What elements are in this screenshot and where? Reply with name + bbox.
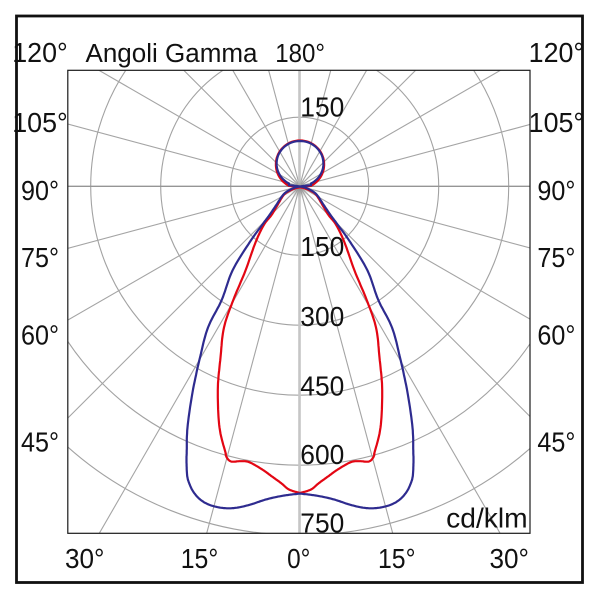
svg-text:30°: 30° <box>490 543 530 574</box>
svg-text:cd/klm: cd/klm <box>446 503 528 534</box>
svg-text:75°: 75° <box>21 242 59 273</box>
svg-text:60°: 60° <box>537 319 575 350</box>
svg-text:450: 450 <box>300 370 344 401</box>
svg-text:90°: 90° <box>21 175 59 206</box>
svg-text:120°: 120° <box>529 37 585 68</box>
svg-text:105°: 105° <box>12 107 68 138</box>
svg-text:15°: 15° <box>181 543 219 574</box>
svg-text:60°: 60° <box>21 319 59 350</box>
svg-text:0°: 0° <box>287 543 310 574</box>
svg-text:Angoli Gamma: Angoli Gamma <box>86 40 259 68</box>
svg-text:15°: 15° <box>378 543 416 574</box>
svg-text:120°: 120° <box>12 37 68 68</box>
svg-text:45°: 45° <box>537 426 575 457</box>
svg-text:30°: 30° <box>65 543 105 574</box>
svg-text:45°: 45° <box>21 426 59 457</box>
svg-text:300: 300 <box>300 301 344 332</box>
svg-text:90°: 90° <box>537 175 575 206</box>
svg-text:600: 600 <box>300 439 344 470</box>
svg-text:105°: 105° <box>529 107 585 138</box>
svg-text:180°: 180° <box>275 40 325 68</box>
svg-text:750: 750 <box>300 507 344 538</box>
svg-text:75°: 75° <box>537 242 575 273</box>
svg-text:150: 150 <box>300 231 344 262</box>
svg-text:150: 150 <box>300 91 344 122</box>
